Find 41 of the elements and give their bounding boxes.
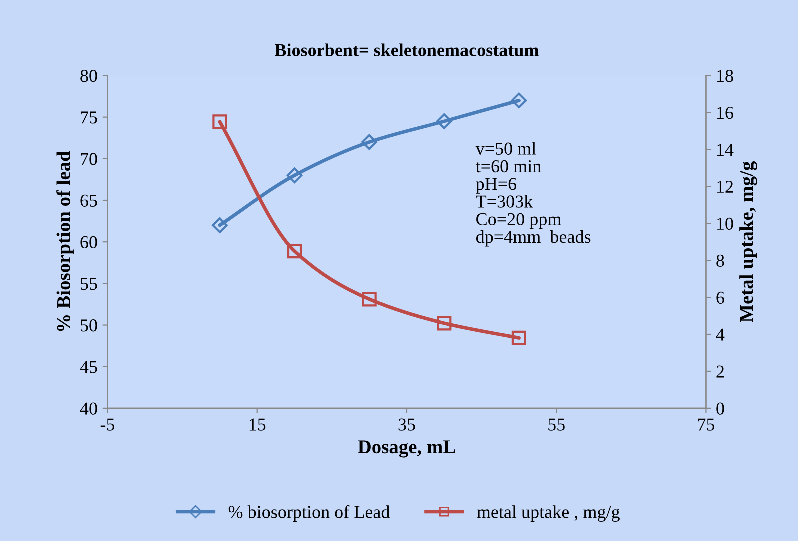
y-tick-label: 80 [80, 70, 98, 82]
legend-label: metal uptake , mg/g [477, 506, 620, 522]
y2-tick-label: 6 [716, 292, 724, 304]
y2-tick-label: 4 [716, 328, 725, 341]
point [512, 330, 526, 346]
chart-title: Biosorbent= skeletonemacostatum [275, 44, 539, 57]
y2-tick-label: 0 [716, 402, 724, 415]
point [212, 218, 228, 234]
y2-tick-label: 10 [718, 218, 734, 230]
y-tick-label: 40 [80, 402, 98, 415]
point [437, 316, 452, 331]
annotation: v=50 ml t=60 min pH=6 T=303k Co=20 ppm dp=4mm beads [476, 142, 591, 247]
point [212, 114, 228, 130]
point [436, 114, 452, 130]
point [362, 134, 378, 150]
y-tick-label: 70 [81, 153, 98, 166]
point [511, 92, 528, 109]
x-axis-title: Dosage, mL [358, 440, 456, 458]
point [286, 168, 303, 184]
y-tick-label: 65 [80, 194, 98, 207]
x-tick-label: 75 [698, 418, 715, 431]
y2-tick-label: 2 [716, 366, 724, 378]
y-tick-label: 45 [80, 361, 98, 374]
y-axis-title: % Biosorption of lead [56, 151, 74, 332]
y-tick-label: 55 [81, 278, 98, 290]
y-tick-label: 60 [80, 236, 98, 249]
y2-tick-label: 16 [718, 107, 734, 120]
y2-axis-title: Metal uptake, mg/g [740, 162, 758, 323]
y-tick-label: 50 [81, 320, 98, 332]
y2-tick-label: 18 [718, 70, 734, 82]
point [287, 244, 302, 259]
x-tick-label: -5 [100, 418, 115, 431]
x-tick-label: 35 [398, 418, 416, 431]
y-tick-label: 75 [81, 112, 98, 124]
x-tick-label: 55 [548, 418, 565, 431]
y2-tick-label: 12 [718, 180, 734, 193]
point [362, 292, 377, 307]
legend-label: % biosorption of Lead [228, 505, 390, 522]
x-tick-label: 15 [250, 418, 266, 431]
y2-tick-label: 14 [718, 144, 734, 156]
y2-tick-label: 8 [716, 254, 724, 268]
